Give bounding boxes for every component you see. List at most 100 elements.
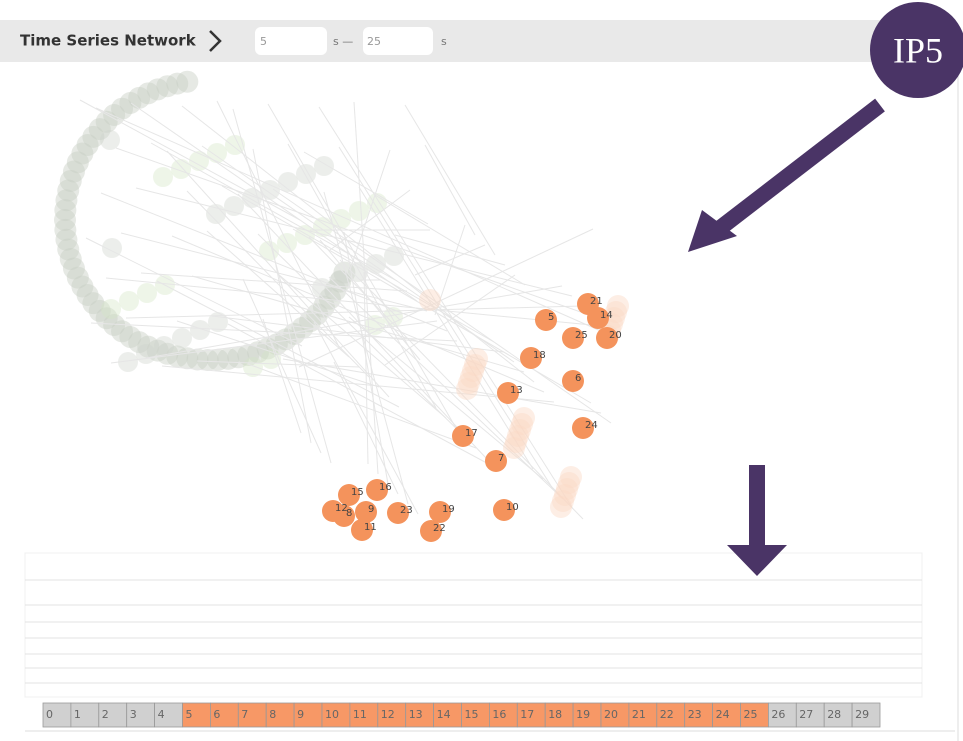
time-cell[interactable]	[656, 702, 686, 728]
faded-node	[136, 344, 156, 364]
node	[351, 519, 373, 541]
node-label: 18	[533, 350, 546, 361]
faded-node	[260, 180, 280, 200]
timeline-cells: 0 1 2 3 4 5 6 7 8 9 10 11 12 13 14 15 16 17 18 19 20 21 22 23 24…	[42, 702, 881, 728]
time-cell[interactable]	[70, 702, 100, 728]
faded-node	[166, 345, 189, 368]
time-cell[interactable]	[795, 702, 825, 728]
faded-edge	[303, 151, 429, 225]
faded-edge	[384, 274, 516, 366]
node	[562, 327, 584, 349]
time-cell[interactable]	[823, 702, 853, 728]
time-cell[interactable]	[516, 702, 546, 728]
node	[493, 499, 515, 521]
node	[596, 327, 618, 349]
time-cell[interactable]	[377, 702, 407, 728]
faded-node	[137, 335, 160, 358]
time-cell-label: 21	[632, 708, 646, 721]
faded-node	[509, 419, 531, 441]
time-cell[interactable]	[684, 702, 714, 728]
faded-node	[59, 169, 82, 192]
faded-edge	[145, 285, 563, 359]
faded-node	[225, 135, 245, 155]
arrow-shaft	[710, 98, 885, 239]
faded-edge	[329, 189, 411, 251]
badge	[870, 2, 963, 98]
node-label: 22	[433, 523, 446, 534]
time-cell[interactable]	[851, 702, 881, 728]
line-panel	[24, 552, 923, 698]
arrow-head	[688, 210, 737, 252]
faded-node	[419, 289, 441, 311]
faded-node	[82, 292, 105, 315]
faded-edge	[181, 105, 535, 383]
faded-node	[154, 336, 174, 356]
start-value: 5	[260, 35, 267, 48]
time-cell[interactable]	[768, 702, 797, 728]
faded-edge	[95, 107, 613, 337]
faded-node	[513, 407, 535, 429]
faded-node	[156, 75, 179, 98]
time-cell[interactable]	[237, 702, 267, 728]
node	[497, 382, 519, 404]
faded-edge	[206, 230, 350, 358]
faded-node	[66, 266, 89, 289]
time-cell-label: 3	[130, 708, 137, 721]
node-label: 24	[585, 420, 598, 431]
chevron[interactable]	[209, 30, 222, 52]
faded-node	[62, 160, 85, 183]
faded-node	[119, 91, 142, 114]
faded-edge	[166, 150, 390, 398]
faded-node	[511, 413, 533, 435]
time-cell[interactable]	[544, 702, 574, 728]
faded-edge	[287, 143, 437, 409]
time-cell-label: 23	[688, 708, 702, 721]
time-cell[interactable]	[293, 702, 323, 728]
time-cell-label: 2	[102, 708, 109, 721]
faded-node	[55, 228, 78, 251]
time-cell-label: 29	[855, 708, 869, 721]
time-cell[interactable]	[628, 702, 658, 728]
faded-edge	[161, 365, 555, 403]
faded-edge	[186, 190, 370, 378]
time-cell-label: 15	[465, 708, 479, 721]
time-cell-label: 24	[716, 708, 730, 721]
node	[572, 417, 594, 439]
time-cell[interactable]	[433, 702, 462, 728]
faded-node	[256, 337, 279, 360]
time-cell-label: 10	[325, 708, 339, 721]
faded-edge	[404, 104, 496, 256]
end-value: 25	[367, 35, 381, 48]
grid	[25, 579, 922, 684]
time-cell[interactable]	[182, 702, 211, 728]
faded-node	[190, 320, 210, 340]
faded-node	[462, 360, 484, 382]
faded-edge	[394, 234, 506, 266]
faded-node	[71, 142, 94, 165]
time-cell[interactable]	[572, 702, 602, 728]
faded-node	[119, 291, 139, 311]
faded-edge	[120, 232, 428, 312]
faded-edge	[252, 148, 312, 444]
node-label: 13	[510, 385, 523, 396]
time-cell[interactable]	[321, 702, 351, 728]
time-cell[interactable]	[600, 702, 630, 728]
node	[562, 370, 584, 392]
time-cell-label: 18	[548, 708, 562, 721]
faded-node	[605, 301, 627, 323]
faded-edge	[85, 237, 303, 347]
time-cell[interactable]	[154, 702, 183, 728]
time-cell-label: 9	[297, 708, 304, 721]
faded-node	[119, 326, 142, 349]
faded-node	[466, 348, 488, 370]
end-input[interactable]	[363, 27, 433, 55]
time-cell[interactable]	[265, 702, 295, 728]
faded-node	[603, 307, 625, 329]
time-cell[interactable]	[349, 702, 379, 728]
faded-node	[558, 472, 580, 494]
faded-edge	[292, 228, 592, 404]
node	[355, 501, 377, 523]
time-cell-label: 26	[771, 708, 785, 721]
start-input[interactable]	[255, 27, 327, 55]
